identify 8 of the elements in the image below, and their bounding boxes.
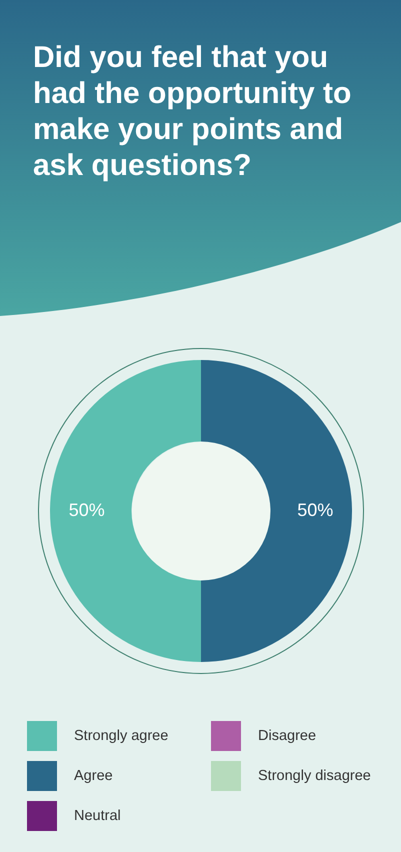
data-label: 50%: [68, 500, 105, 520]
legend-label: Agree: [74, 768, 113, 784]
chart-title: Did you feel that you had the opportunity to make your points and ask questions?: [33, 40, 352, 184]
data-label: 50%: [297, 500, 334, 520]
legend-label: Disagree: [258, 728, 316, 744]
legend-label: Strongly agree: [74, 728, 168, 744]
legend-label: Strongly disagree: [258, 768, 371, 784]
legend-label: Neutral: [74, 808, 121, 824]
